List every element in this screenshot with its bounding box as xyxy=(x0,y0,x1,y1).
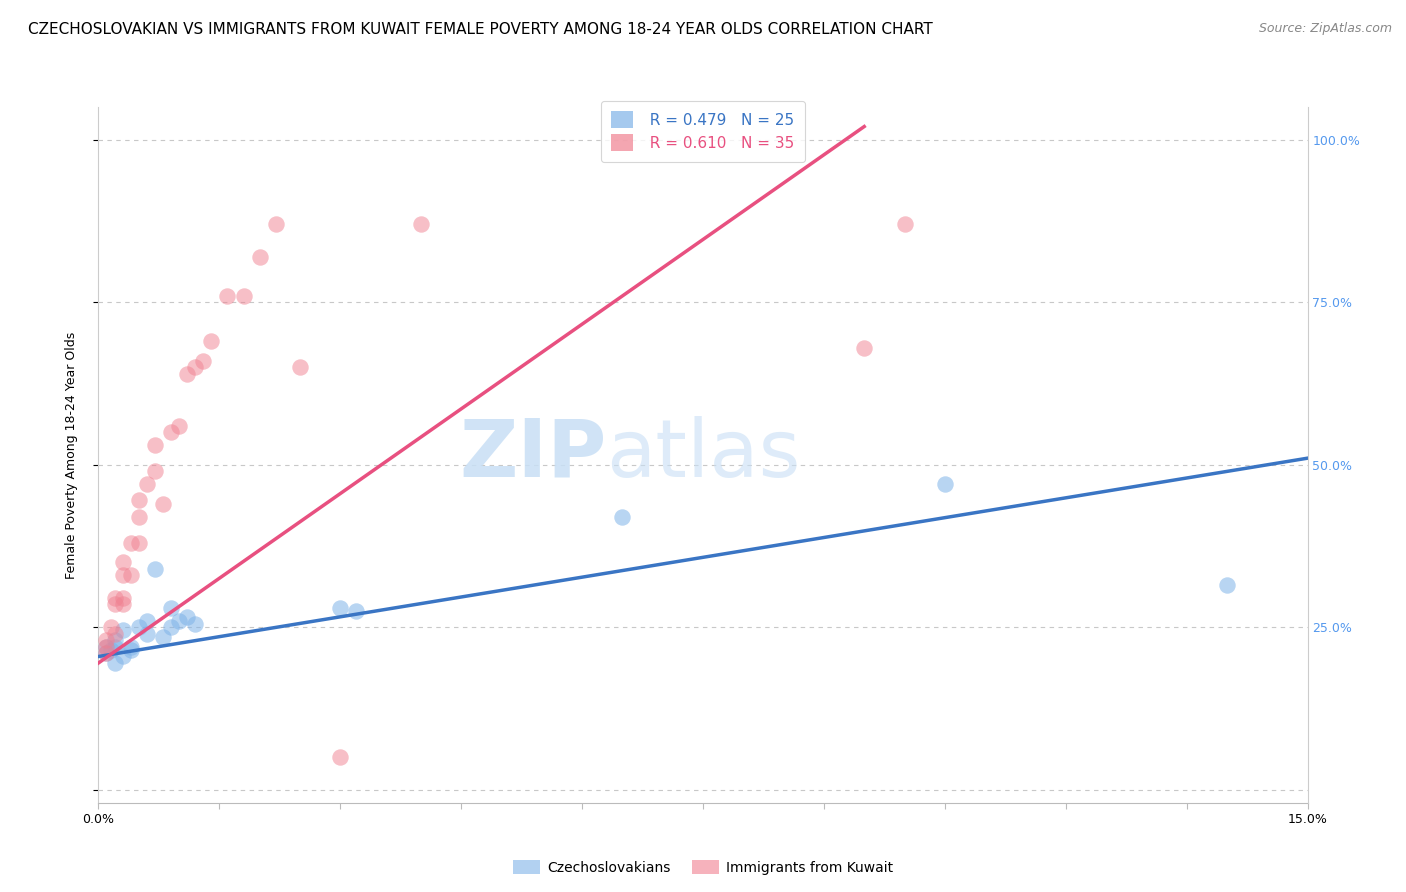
Point xyxy=(111,598,134,612)
Point xyxy=(143,438,166,452)
Point xyxy=(111,649,134,664)
Point xyxy=(103,626,125,640)
Point xyxy=(96,640,118,654)
Point xyxy=(329,750,352,764)
Point xyxy=(135,477,157,491)
Point xyxy=(111,555,134,569)
Point xyxy=(100,643,122,657)
Point xyxy=(103,640,125,654)
Point xyxy=(96,646,118,660)
Point xyxy=(934,477,956,491)
Point xyxy=(160,620,183,634)
Point xyxy=(249,250,271,264)
Point xyxy=(135,614,157,628)
Point xyxy=(120,568,142,582)
Point xyxy=(143,464,166,478)
Point xyxy=(344,604,367,618)
Point xyxy=(167,614,190,628)
Point xyxy=(893,217,915,231)
Point xyxy=(135,626,157,640)
Point xyxy=(120,535,142,549)
Point xyxy=(103,656,125,670)
Text: Source: ZipAtlas.com: Source: ZipAtlas.com xyxy=(1258,22,1392,36)
Point xyxy=(100,620,122,634)
Point xyxy=(120,643,142,657)
Point xyxy=(176,610,198,624)
Point xyxy=(103,598,125,612)
Point xyxy=(288,360,311,375)
Legend:   R = 0.479   N = 25,   R = 0.610   N = 35: R = 0.479 N = 25, R = 0.610 N = 35 xyxy=(600,101,806,161)
Point xyxy=(853,341,876,355)
Point xyxy=(111,568,134,582)
Point xyxy=(184,360,207,375)
Point xyxy=(111,624,134,638)
Point xyxy=(128,509,150,524)
Point xyxy=(232,288,254,302)
Legend: Czechoslovakians, Immigrants from Kuwait: Czechoslovakians, Immigrants from Kuwait xyxy=(508,855,898,880)
Text: ZIP: ZIP xyxy=(458,416,606,494)
Point xyxy=(128,535,150,549)
Point xyxy=(176,367,198,381)
Point xyxy=(1216,578,1239,592)
Point xyxy=(160,425,183,439)
Point xyxy=(96,633,118,648)
Point xyxy=(120,640,142,654)
Point xyxy=(409,217,432,231)
Text: atlas: atlas xyxy=(606,416,800,494)
Point xyxy=(167,418,190,433)
Point xyxy=(128,620,150,634)
Point xyxy=(96,640,118,654)
Point xyxy=(217,288,239,302)
Point xyxy=(111,591,134,605)
Point xyxy=(184,617,207,632)
Point xyxy=(96,646,118,660)
Point xyxy=(160,600,183,615)
Point xyxy=(200,334,222,348)
Point xyxy=(143,562,166,576)
Text: CZECHOSLOVAKIAN VS IMMIGRANTS FROM KUWAIT FEMALE POVERTY AMONG 18-24 YEAR OLDS C: CZECHOSLOVAKIAN VS IMMIGRANTS FROM KUWAI… xyxy=(28,22,932,37)
Point xyxy=(264,217,287,231)
Point xyxy=(193,353,215,368)
Point xyxy=(128,493,150,508)
Point xyxy=(329,600,352,615)
Y-axis label: Female Poverty Among 18-24 Year Olds: Female Poverty Among 18-24 Year Olds xyxy=(65,331,77,579)
Point xyxy=(103,591,125,605)
Point xyxy=(612,509,634,524)
Point xyxy=(152,497,174,511)
Point xyxy=(103,633,125,648)
Point xyxy=(152,630,174,644)
